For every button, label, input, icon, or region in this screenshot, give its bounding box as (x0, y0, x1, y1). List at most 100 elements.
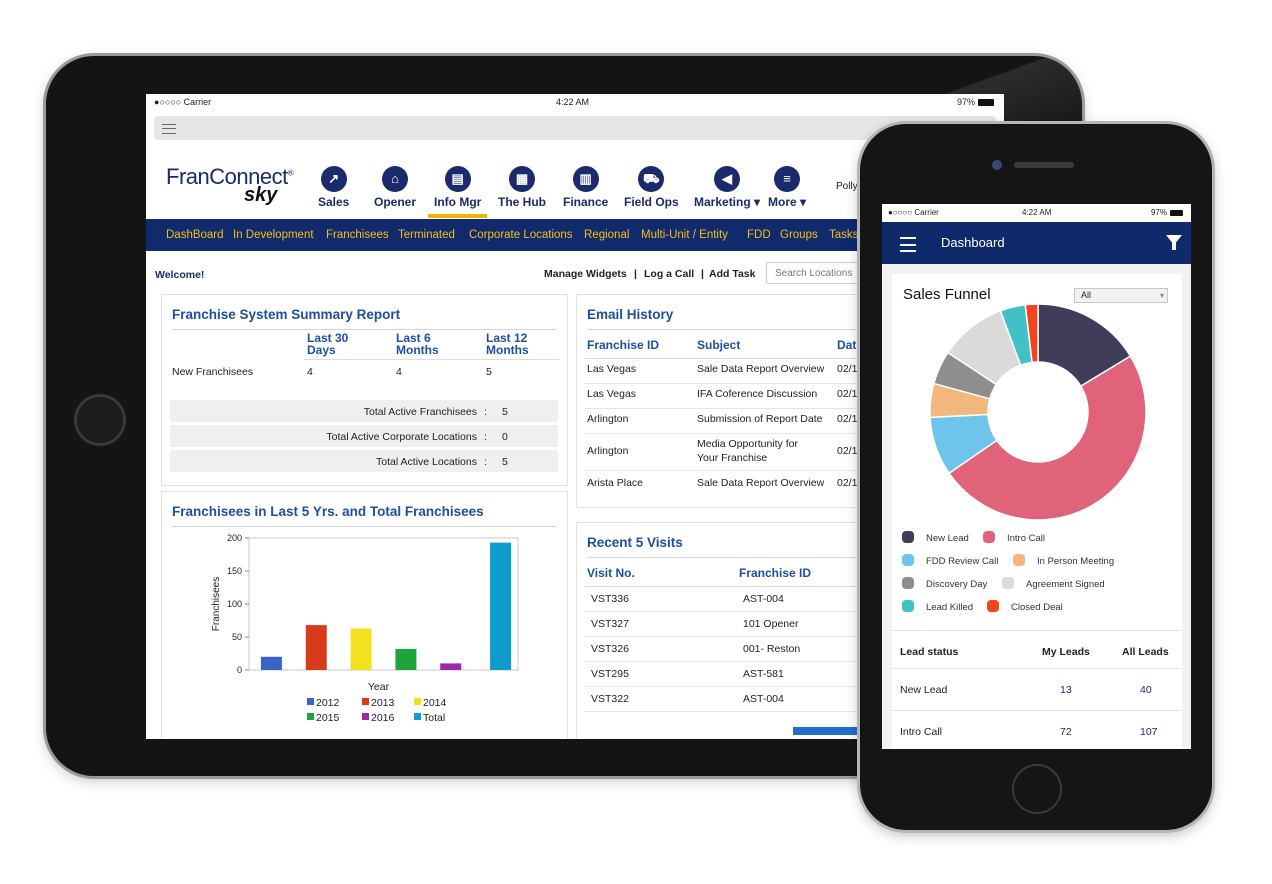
manage-widgets-link[interactable]: Manage Widgets (544, 268, 627, 280)
divider (585, 358, 1004, 359)
visit-row-no[interactable]: VST322 (591, 693, 629, 705)
user-name[interactable]: Polly (836, 181, 858, 192)
subnav-corporate-locations[interactable]: Corporate Locations (469, 229, 573, 241)
view-more-bar[interactable] (793, 727, 873, 735)
sales-funnel-donut-chart (929, 303, 1147, 521)
legend-label-2012[interactable]: 2012 (316, 697, 340, 709)
logo-reg: ® (287, 168, 294, 178)
browser-menu-icon[interactable] (162, 124, 176, 134)
email-row-id[interactable]: Arlington (587, 445, 629, 457)
bar-2013[interactable] (305, 625, 327, 670)
module-sales[interactable]: ↗ Sales (318, 166, 349, 209)
legend-swatch (307, 698, 314, 705)
legend-discovery-day[interactable]: Discovery Day (902, 577, 987, 590)
battery-percent: 97% (1150, 208, 1167, 217)
subnav-dashboard[interactable]: DashBoard (166, 229, 224, 241)
phone-device: ●○○○○ Carrier 4:22 AM 97% Dashboard Sale… (860, 124, 1212, 830)
subnav-franchisees[interactable]: Franchisees (326, 229, 389, 241)
subnav-regional[interactable]: Regional (584, 229, 630, 241)
legend-swatch (1002, 577, 1014, 589)
legend-label-total[interactable]: Total (423, 712, 445, 724)
phone-header: Dashboard (882, 222, 1191, 264)
address-bar[interactable] (154, 116, 996, 140)
visit-row-no[interactable]: VST295 (591, 668, 629, 680)
email-col-franchise-id: Franchise ID (587, 338, 660, 352)
subnav-in-development[interactable]: In Development (233, 229, 314, 241)
divider (172, 526, 557, 527)
subnav-multi-unit[interactable]: Multi-Unit / Entity (641, 229, 728, 241)
legend-label: Agreement Signed (1026, 579, 1105, 590)
legend-label-2015[interactable]: 2015 (316, 712, 340, 724)
divider (172, 329, 557, 330)
divider (892, 710, 1182, 711)
bar-2015[interactable] (395, 648, 417, 670)
clock: 4:22 AM (1022, 208, 1052, 217)
phone-home-button[interactable] (1012, 764, 1062, 814)
module-the-hub[interactable]: ▦ The Hub (498, 166, 546, 209)
legend-swatch (902, 577, 914, 589)
subnav-fdd[interactable]: FDD (747, 229, 771, 241)
lead-row-status[interactable]: Intro Call (900, 726, 943, 738)
legend-agreement-signed[interactable]: Agreement Signed (1002, 577, 1105, 590)
email-row-subject[interactable]: IFA Coference Discussion (697, 388, 818, 400)
logo-text: FranConnect® (166, 164, 294, 189)
legend-new-lead[interactable]: New Lead (902, 531, 969, 544)
subnav-groups[interactable]: Groups (780, 229, 818, 241)
divider (587, 557, 1004, 558)
module-info-mgr[interactable]: ▤ Info Mgr (427, 166, 488, 218)
email-row-id[interactable]: Las Vegas (587, 388, 637, 400)
add-task-link[interactable]: Add Task (709, 268, 756, 280)
filter-icon[interactable] (1166, 235, 1182, 250)
visit-row-no[interactable]: VST327 (591, 618, 629, 630)
bar-2016[interactable] (440, 663, 462, 670)
y-tick-label: 0 (237, 665, 242, 675)
email-row-subject[interactable]: Sale Data Report Overview (697, 363, 825, 375)
subnav-tasks[interactable]: Tasks (829, 229, 859, 241)
visit-row-no[interactable]: VST336 (591, 593, 629, 605)
email-row-id[interactable]: Arlington (587, 413, 629, 425)
module-field-ops[interactable]: ⛟ Field Ops (624, 166, 679, 209)
email-row-id[interactable]: Las Vegas (587, 363, 637, 375)
lead-row-status[interactable]: New Lead (900, 684, 948, 696)
tablet-home-button[interactable] (74, 394, 126, 446)
lead-row-my-leads[interactable]: 13 (1060, 684, 1072, 696)
legend-intro-call[interactable]: Intro Call (983, 531, 1045, 544)
sales-funnel-filter-select[interactable]: All ▾ (1074, 288, 1168, 303)
module-more[interactable]: ≡ More ▾ (768, 166, 806, 209)
slice-closed-deal[interactable] (1024, 303, 1039, 364)
legend-label-2016[interactable]: 2016 (371, 712, 395, 724)
slice-intro-call[interactable] (947, 355, 1147, 521)
email-row-subject[interactable]: Submission of Report Date (697, 413, 823, 425)
module-opener[interactable]: ⌂ Opener (374, 166, 416, 209)
chevron-down-icon: ▾ (1159, 291, 1164, 300)
email-row-subject[interactable]: Sale Data Report Overview (697, 477, 825, 489)
divider (587, 329, 1004, 330)
module-marketing[interactable]: ◀ Marketing ▾ (694, 166, 760, 209)
bar-2012[interactable] (260, 656, 282, 670)
legend-in-person-meeting[interactable]: In Person Meeting (1013, 554, 1114, 567)
franconnect-logo[interactable]: FranConnect® sky (166, 164, 294, 206)
visits-col-visit-no: Visit No. (587, 566, 635, 580)
divider (585, 686, 1004, 687)
lead-row-all-leads[interactable]: 107 (1140, 726, 1158, 738)
legend-fdd-review-call[interactable]: FDD Review Call (902, 554, 998, 567)
visit-row-no[interactable]: VST326 (591, 643, 629, 655)
legend-lead-killed[interactable]: Lead Killed (902, 600, 973, 613)
megaphone-icon: ◀ (714, 166, 741, 192)
bar-2014[interactable] (350, 628, 372, 670)
email-row-id[interactable]: Arista Place (587, 477, 644, 489)
lead-row-all-leads[interactable]: 40 (1140, 684, 1152, 696)
lead-row-my-leads[interactable]: 72 (1060, 726, 1072, 738)
legend-closed-deal[interactable]: Closed Deal (987, 600, 1063, 613)
module-label: Marketing ▾ (694, 195, 761, 209)
email-row-subject[interactable]: Media Opportunity for (697, 438, 798, 450)
legend-label-2013[interactable]: 2013 (371, 697, 395, 709)
bar-total[interactable] (490, 542, 512, 670)
module-finance[interactable]: ▥ Finance (563, 166, 608, 209)
total-active-locations-value: 5 (502, 456, 508, 468)
legend-label-2014[interactable]: 2014 (423, 697, 447, 709)
hamburger-menu-icon[interactable] (900, 237, 916, 252)
subnav-terminated[interactable]: Terminated (398, 229, 455, 241)
log-a-call-link[interactable]: Log a Call (644, 268, 695, 280)
email-row-subject-line2[interactable]: Your Franchise (697, 452, 768, 464)
